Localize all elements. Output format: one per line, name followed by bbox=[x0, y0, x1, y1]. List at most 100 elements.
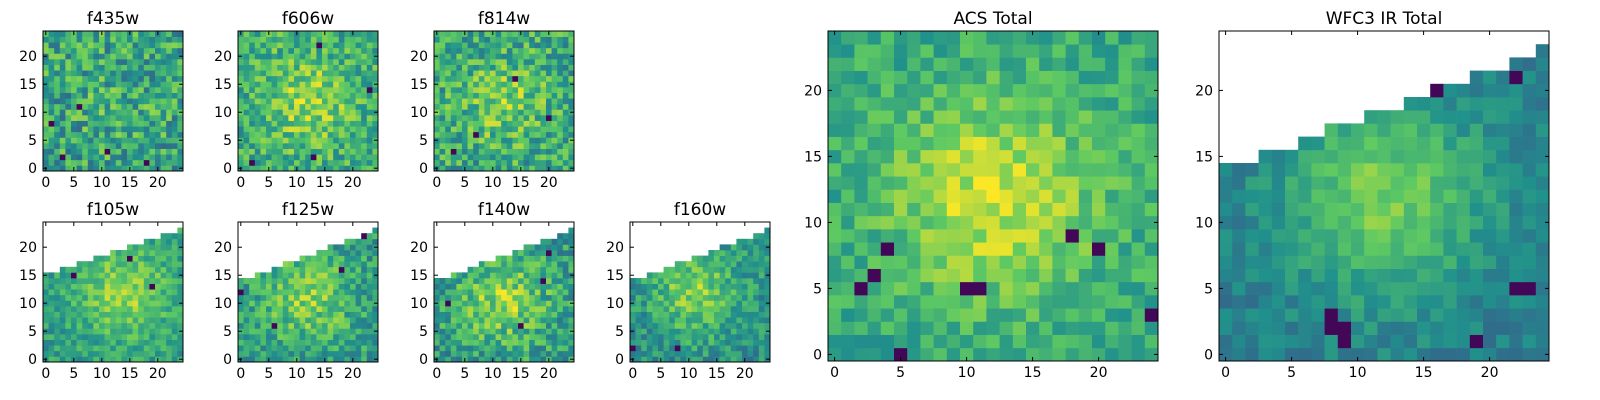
heatmap-cell bbox=[121, 250, 128, 256]
heatmap-cell bbox=[1012, 295, 1027, 309]
heatmap-cell bbox=[1258, 268, 1273, 283]
heatmap-cell bbox=[867, 163, 882, 177]
heatmap-cells bbox=[238, 31, 379, 172]
heatmap-cell bbox=[501, 47, 508, 54]
heatmap-cell bbox=[439, 328, 446, 335]
heatmap-cell bbox=[702, 272, 709, 279]
heatmap-cell bbox=[523, 322, 530, 329]
heatmap-cell bbox=[960, 110, 974, 124]
heatmap-cell bbox=[333, 272, 340, 279]
heatmap-cell bbox=[714, 283, 720, 290]
heatmap-cell bbox=[344, 339, 351, 346]
heatmap-cell bbox=[518, 300, 524, 307]
heatmap-cell bbox=[54, 115, 61, 121]
heatmap-cell bbox=[641, 350, 648, 357]
heatmap-cell bbox=[254, 42, 261, 49]
heatmap-cell bbox=[160, 75, 167, 82]
heatmap-cell bbox=[467, 42, 474, 49]
heatmap-cell bbox=[867, 215, 882, 230]
heatmap-cell bbox=[366, 154, 373, 161]
heatmap-cell bbox=[674, 345, 681, 352]
heatmap-cell bbox=[999, 136, 1014, 151]
heatmap-cell bbox=[338, 103, 345, 110]
heatmap-cell bbox=[663, 317, 670, 324]
heatmap-cell bbox=[127, 137, 133, 144]
heatmap-cell bbox=[674, 278, 681, 284]
heatmap-cell bbox=[1535, 268, 1550, 283]
heatmap-cell bbox=[338, 70, 345, 77]
heatmap-cell bbox=[316, 339, 323, 346]
heatmap-cell bbox=[177, 255, 184, 262]
heatmap-cell bbox=[1105, 308, 1119, 322]
heatmap-cell bbox=[132, 266, 139, 273]
heatmap-cell bbox=[1311, 321, 1325, 335]
heatmap-cell bbox=[54, 120, 61, 127]
heatmap-cell bbox=[933, 136, 948, 151]
heatmap-cell bbox=[747, 306, 754, 312]
heatmap-cell bbox=[445, 322, 452, 329]
heatmap-cell bbox=[266, 87, 272, 93]
heatmap-cell bbox=[933, 83, 948, 98]
heatmap-cell bbox=[546, 92, 552, 99]
heatmap-cell bbox=[82, 148, 89, 155]
heatmap-cell bbox=[316, 278, 323, 284]
heatmap-cell bbox=[177, 98, 184, 105]
heatmap-cell bbox=[149, 322, 156, 329]
heatmap-cell bbox=[1364, 281, 1378, 296]
heatmap-cell bbox=[310, 98, 317, 105]
heatmap-cell bbox=[1105, 334, 1119, 349]
heatmap-cell bbox=[1012, 110, 1027, 124]
heatmap-cell bbox=[1285, 321, 1299, 335]
heatmap-cell bbox=[546, 81, 552, 88]
heatmap-cell bbox=[557, 148, 564, 155]
heatmap-cell bbox=[294, 154, 300, 161]
heatmap-cell bbox=[82, 59, 89, 65]
heatmap-cell bbox=[907, 281, 921, 296]
heatmap-cell bbox=[138, 356, 145, 363]
heatmap-cell bbox=[562, 345, 569, 352]
heatmap-cell bbox=[478, 159, 485, 166]
heatmap-cell bbox=[305, 159, 312, 166]
heatmap-cell bbox=[1443, 242, 1457, 256]
y-tick-label: 5 bbox=[419, 133, 428, 149]
heatmap-cell bbox=[143, 75, 150, 82]
heatmap-cell bbox=[149, 154, 156, 161]
heatmap-cell bbox=[663, 266, 670, 273]
heatmap-cell bbox=[299, 81, 306, 88]
heatmap-cell bbox=[747, 278, 754, 284]
heatmap-cell bbox=[1026, 110, 1040, 124]
heatmap-cell bbox=[635, 278, 642, 284]
heatmap-cell bbox=[327, 87, 334, 93]
heatmap-cell bbox=[1311, 255, 1325, 269]
heatmap-cell bbox=[59, 137, 66, 144]
heatmap-cell bbox=[473, 339, 480, 346]
heatmap-cell bbox=[557, 244, 564, 251]
heatmap-cell bbox=[338, 154, 345, 161]
heatmap-cell bbox=[299, 356, 306, 363]
heatmap-cell bbox=[1232, 347, 1246, 362]
heatmap-cell bbox=[54, 159, 61, 166]
heatmap-cell bbox=[714, 306, 720, 312]
heatmap-cell bbox=[361, 109, 368, 116]
heatmap-cell bbox=[277, 356, 284, 363]
heatmap-cell bbox=[506, 47, 513, 54]
heatmap-cell bbox=[867, 123, 882, 137]
heatmap-cell bbox=[841, 281, 855, 296]
heatmap-cell bbox=[758, 261, 765, 268]
heatmap-cell bbox=[1483, 215, 1497, 230]
heatmap-cell bbox=[138, 59, 145, 65]
heatmap-cell bbox=[697, 317, 704, 324]
heatmap-cell bbox=[355, 328, 362, 335]
heatmap-cell bbox=[76, 339, 83, 346]
heatmap-cell bbox=[484, 53, 491, 60]
heatmap-cell bbox=[529, 103, 536, 110]
heatmap-cell bbox=[327, 126, 334, 133]
heatmap-cell bbox=[445, 42, 452, 49]
heatmap-cell bbox=[355, 87, 362, 93]
heatmap-cell bbox=[1078, 70, 1093, 85]
heatmap-cell bbox=[82, 36, 89, 43]
heatmap-cell bbox=[294, 339, 300, 346]
heatmap-cell bbox=[277, 328, 284, 335]
heatmap-cell bbox=[299, 306, 306, 312]
heatmap-cell bbox=[355, 294, 362, 301]
